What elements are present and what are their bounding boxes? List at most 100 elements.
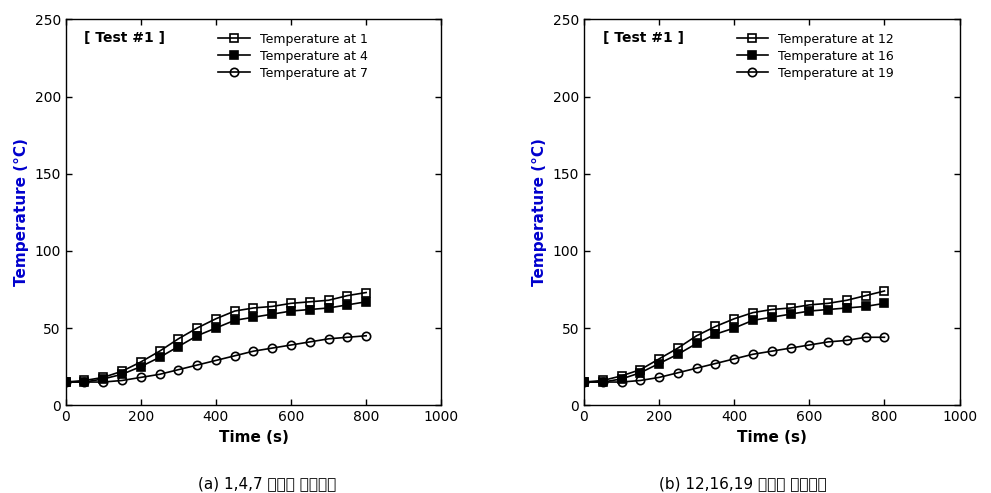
Temperature at 12 — [747, 310, 759, 316]
Temperature at 12 — [823, 300, 834, 306]
Temperature at 7 — [191, 362, 203, 368]
Temperature at 4 — [172, 344, 184, 350]
Temperature at 1 — [116, 368, 128, 374]
Temperature at 16 — [615, 376, 627, 382]
Temperature at 1 — [172, 336, 184, 342]
Temperature at 12 — [597, 378, 608, 384]
Temperature at 1 — [267, 304, 278, 310]
Temperature at 4 — [342, 302, 354, 308]
Temperature at 19 — [841, 337, 853, 343]
Line: Temperature at 16: Temperature at 16 — [580, 299, 889, 386]
Temperature at 19 — [672, 370, 684, 376]
Temperature at 1 — [360, 289, 372, 295]
Temperature at 1 — [304, 299, 316, 305]
Temperature at 1 — [97, 375, 109, 381]
Temperature at 16 — [728, 325, 740, 331]
Text: (a) 1,4,7 지점의 온도변화: (a) 1,4,7 지점의 온도변화 — [198, 476, 337, 491]
Temperature at 4 — [116, 371, 128, 377]
Temperature at 12 — [653, 356, 665, 362]
Temperature at 4 — [285, 308, 297, 314]
Temperature at 16 — [860, 304, 872, 310]
Temperature at 1 — [78, 378, 90, 384]
Temperature at 7 — [116, 378, 128, 384]
Temperature at 16 — [597, 379, 608, 385]
Temperature at 1 — [323, 297, 335, 303]
Y-axis label: Temperature (°C): Temperature (°C) — [532, 139, 547, 286]
Temperature at 7 — [267, 345, 278, 351]
Temperature at 16 — [653, 360, 665, 366]
Temperature at 1 — [210, 316, 222, 322]
Temperature at 7 — [135, 375, 147, 381]
Temperature at 1 — [248, 305, 260, 311]
Temperature at 12 — [728, 316, 740, 322]
Temperature at 4 — [59, 379, 71, 385]
Temperature at 12 — [578, 379, 590, 385]
Temperature at 19 — [728, 356, 740, 362]
Legend: Temperature at 12, Temperature at 16, Temperature at 19: Temperature at 12, Temperature at 16, Te… — [733, 30, 898, 83]
Temperature at 1 — [191, 325, 203, 331]
Temperature at 7 — [97, 379, 109, 385]
Line: Temperature at 19: Temperature at 19 — [580, 333, 889, 386]
Temperature at 1 — [59, 379, 71, 385]
Temperature at 16 — [672, 352, 684, 357]
Temperature at 7 — [78, 379, 90, 385]
Temperature at 19 — [710, 360, 721, 366]
Line: Temperature at 1: Temperature at 1 — [61, 288, 371, 386]
Y-axis label: Temperature (°C): Temperature (°C) — [14, 139, 29, 286]
Temperature at 4 — [248, 314, 260, 320]
Temperature at 12 — [634, 367, 646, 373]
Temperature at 12 — [785, 305, 797, 311]
X-axis label: Time (s): Time (s) — [737, 429, 807, 445]
Temperature at 1 — [135, 359, 147, 365]
Line: Temperature at 7: Temperature at 7 — [61, 332, 371, 386]
Text: [ Test #1 ]: [ Test #1 ] — [603, 31, 684, 45]
Temperature at 7 — [360, 333, 372, 339]
Temperature at 4 — [97, 376, 109, 382]
Temperature at 19 — [578, 379, 590, 385]
Temperature at 7 — [342, 334, 354, 340]
Text: (b) 12,16,19 지점의 온도변화: (b) 12,16,19 지점의 온도변화 — [659, 476, 827, 491]
Temperature at 12 — [615, 373, 627, 379]
Temperature at 7 — [210, 357, 222, 363]
Temperature at 16 — [766, 314, 778, 320]
Temperature at 4 — [78, 379, 90, 385]
Temperature at 19 — [860, 334, 872, 340]
Temperature at 16 — [578, 379, 590, 385]
Temperature at 19 — [766, 348, 778, 354]
Temperature at 4 — [135, 364, 147, 370]
Temperature at 12 — [804, 302, 816, 308]
Temperature at 7 — [154, 371, 165, 377]
Temperature at 4 — [304, 307, 316, 313]
Temperature at 4 — [154, 354, 165, 360]
Temperature at 16 — [691, 341, 703, 347]
Temperature at 1 — [285, 300, 297, 306]
Temperature at 19 — [878, 334, 890, 340]
Temperature at 16 — [785, 311, 797, 317]
Temperature at 16 — [841, 305, 853, 311]
Temperature at 12 — [766, 307, 778, 313]
Temperature at 7 — [59, 379, 71, 385]
Temperature at 16 — [634, 370, 646, 376]
Temperature at 16 — [804, 308, 816, 314]
Temperature at 7 — [323, 336, 335, 342]
Temperature at 16 — [878, 300, 890, 306]
Temperature at 19 — [597, 379, 608, 385]
Temperature at 19 — [823, 339, 834, 345]
Temperature at 1 — [342, 293, 354, 299]
Temperature at 4 — [360, 299, 372, 305]
Legend: Temperature at 1, Temperature at 4, Temperature at 7: Temperature at 1, Temperature at 4, Temp… — [215, 30, 372, 83]
Line: Temperature at 12: Temperature at 12 — [580, 287, 889, 386]
Temperature at 19 — [747, 352, 759, 357]
Temperature at 1 — [229, 308, 241, 314]
Temperature at 19 — [615, 379, 627, 385]
Temperature at 19 — [653, 375, 665, 381]
Temperature at 4 — [323, 305, 335, 311]
Temperature at 19 — [804, 342, 816, 348]
Temperature at 12 — [878, 288, 890, 294]
Temperature at 16 — [823, 307, 834, 313]
Temperature at 16 — [710, 331, 721, 337]
Temperature at 12 — [841, 297, 853, 303]
Temperature at 7 — [285, 342, 297, 348]
Line: Temperature at 4: Temperature at 4 — [61, 298, 371, 386]
Temperature at 19 — [634, 378, 646, 384]
